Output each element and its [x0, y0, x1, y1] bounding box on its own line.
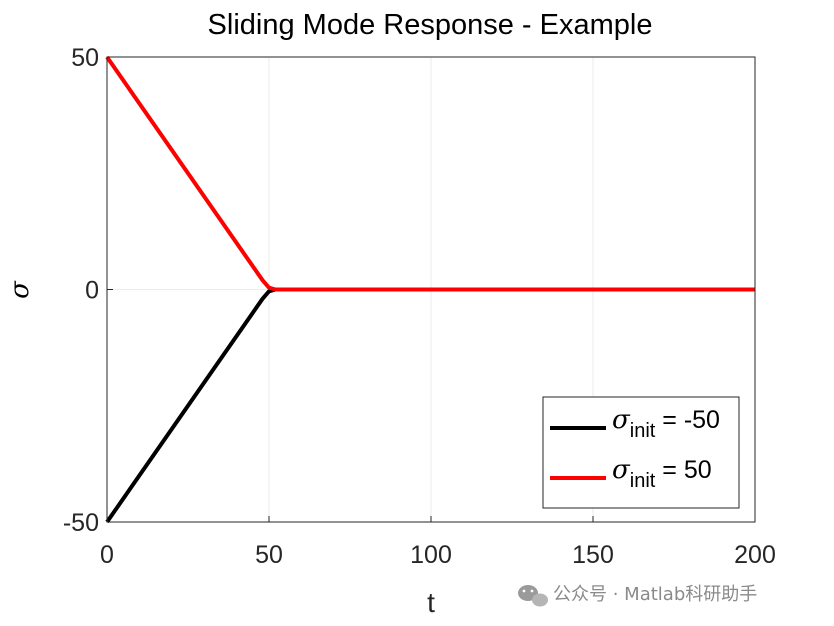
x-tick-label: 50 [255, 541, 283, 569]
y-axis-label: σ [5, 280, 35, 299]
legend-box [542, 396, 740, 509]
chart-title: Sliding Mode Response - Example [208, 9, 653, 41]
legend-label-1: σinit = -50 [612, 405, 720, 442]
watermark-text: 公众号 · Matlab科研助手 [553, 584, 757, 605]
x-tick-label: 100 [410, 541, 452, 569]
series-layer [105, 55, 755, 524]
legend-entry-1: σinit = -50 [550, 405, 720, 442]
x-tick-label: 200 [734, 541, 776, 569]
y-tick-label: 0 [85, 277, 99, 305]
y-tick-label: -50 [63, 509, 99, 537]
watermark: 公众号 · Matlab科研助手 [518, 584, 757, 607]
wechat-icon [518, 585, 548, 607]
legend-entry-2: σinit = 50 [550, 455, 712, 492]
y-tick-label: 50 [71, 44, 99, 72]
x-tick-label: 150 [572, 541, 614, 569]
series-line-2 [105, 55, 755, 292]
x-axis-label: t [427, 587, 435, 618]
x-tick-label: 0 [100, 541, 114, 569]
legend-label-2: σinit = 50 [612, 455, 712, 492]
legend: σinit = -50 σinit = 50 [542, 396, 740, 509]
